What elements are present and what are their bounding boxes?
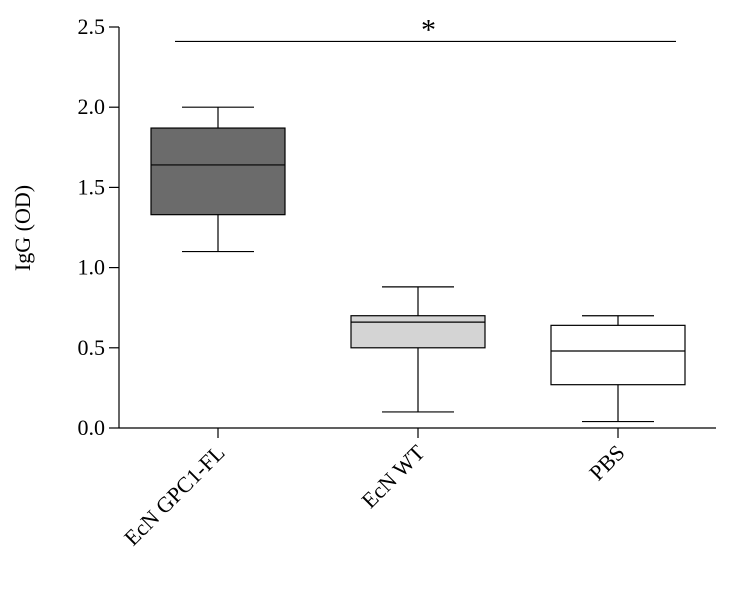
box-2 — [350, 286, 486, 413]
box-3 — [550, 315, 686, 423]
y-axis: 0.0 0.5 1.0 1.5 2.0 2.5 — [78, 14, 120, 440]
iqr-box — [550, 324, 686, 386]
iqr-box — [150, 127, 286, 216]
x-tick-label: EcN GPC1-FL — [119, 440, 230, 551]
y-tick-label: 2.5 — [78, 14, 106, 39]
x-tick-label: PBS — [584, 440, 629, 485]
y-tick-label: 1.0 — [78, 255, 106, 280]
boxes-group — [150, 106, 686, 423]
x-tick-label: EcN WT — [356, 439, 430, 513]
y-tick-label: 2.0 — [78, 94, 106, 119]
y-tick-label: 1.5 — [78, 174, 106, 199]
significance-annotation: * — [175, 13, 676, 46]
iqr-box — [350, 315, 486, 349]
significance-star: * — [421, 13, 436, 46]
x-axis: EcN GPC1-FL EcN WT PBS — [119, 427, 716, 551]
y-tick-label: 0.5 — [78, 335, 106, 360]
y-axis-label: IgG (OD) — [10, 185, 35, 271]
box-1 — [150, 106, 286, 253]
y-tick-label: 0.0 — [78, 415, 106, 440]
